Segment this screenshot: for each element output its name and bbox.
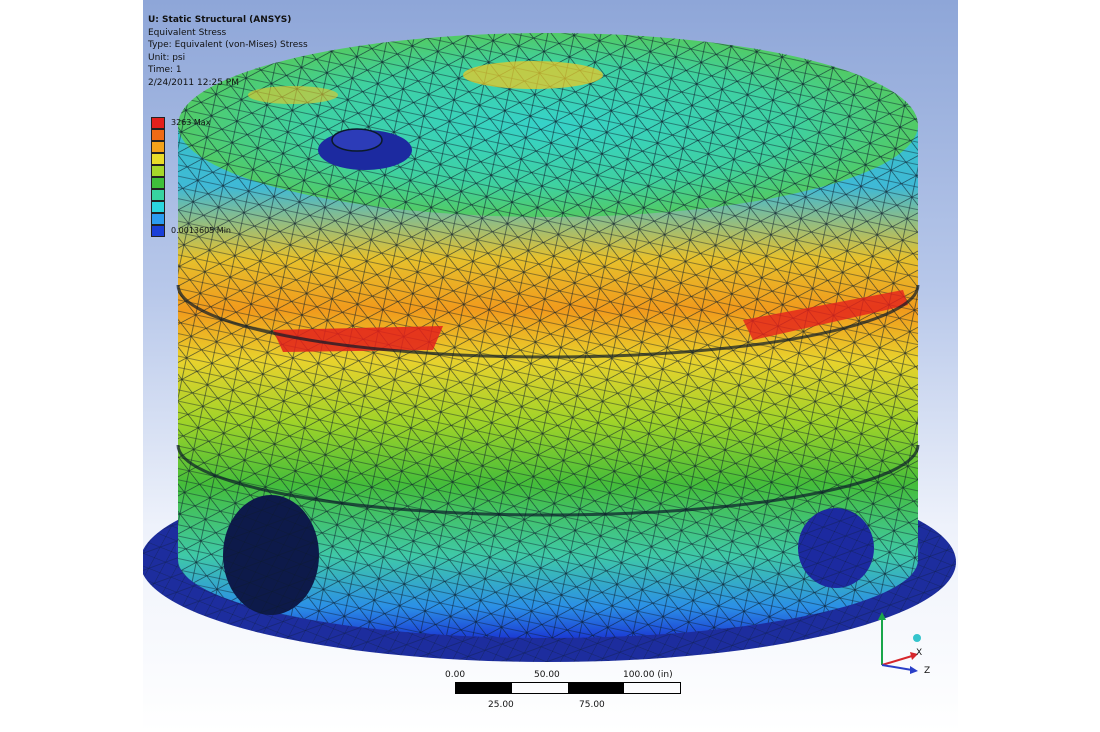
- legend-swatch: [151, 165, 165, 177]
- legend-swatch: [151, 141, 165, 153]
- legend-swatch: [151, 213, 165, 225]
- analysis-title: U: Static Structural (ANSYS): [148, 15, 292, 25]
- axis-triad[interactable]: [870, 610, 940, 680]
- scale-label-100: 100.00 (in): [623, 670, 673, 680]
- z-axis-label: Z: [924, 666, 931, 676]
- legend-swatch: [151, 177, 165, 189]
- result-type: Type: Equivalent (von-Mises) Stress: [148, 40, 308, 50]
- scale-bar: [455, 682, 681, 694]
- result-info: U: Static Structural (ANSYS) Equivalent …: [148, 14, 308, 89]
- result-time: Time: 1: [148, 65, 182, 75]
- x-axis-label: X: [916, 648, 923, 658]
- legend-swatch: [151, 189, 165, 201]
- graphics-viewport[interactable]: [143, 0, 958, 732]
- result-name: Equivalent Stress: [148, 27, 227, 38]
- legend-swatch: [151, 153, 165, 165]
- result-unit: Unit: psi: [148, 52, 186, 63]
- legend-swatch: [151, 129, 165, 141]
- scale-label-25: 25.00: [488, 700, 514, 710]
- scale-label-75: 75.00: [579, 700, 605, 710]
- tank-model: [143, 33, 956, 662]
- result-date: 2/24/2011 12:25 PM: [148, 77, 239, 88]
- scale-label-0: 0.00: [445, 670, 466, 680]
- legend-min: 0.0013605 Min: [171, 226, 231, 235]
- legend-swatch: [151, 225, 165, 237]
- scale-label-50: 50.00: [534, 670, 560, 680]
- legend-swatch: [151, 201, 165, 213]
- legend-swatch: [151, 117, 165, 129]
- legend-max: 3263 Max: [171, 118, 211, 127]
